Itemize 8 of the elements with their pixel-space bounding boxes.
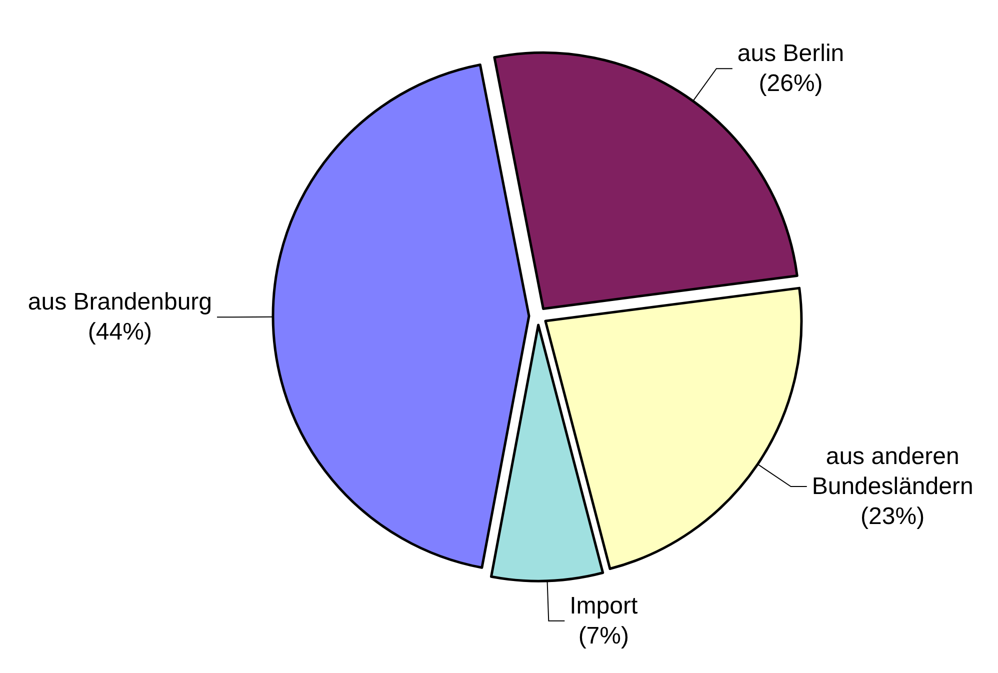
data-label: (26%)	[758, 70, 823, 98]
slice-label: aus anderen Bundesländern	[812, 443, 974, 500]
data-label: (23%)	[860, 503, 925, 530]
slice-label: aus Brandenburg	[28, 288, 212, 316]
slice-label: Import	[570, 592, 638, 620]
data-label: (7%)	[578, 622, 629, 650]
data-label: (44%)	[88, 318, 152, 346]
slice-label: aus Berlin	[737, 40, 844, 68]
